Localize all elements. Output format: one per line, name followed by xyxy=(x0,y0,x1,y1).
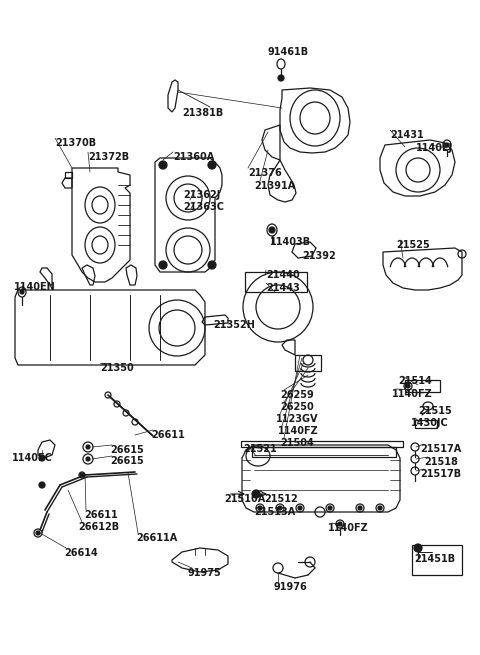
Ellipse shape xyxy=(278,75,284,81)
Text: 26611A: 26611A xyxy=(136,533,177,543)
Ellipse shape xyxy=(378,506,382,510)
Text: 1140FC: 1140FC xyxy=(12,453,53,463)
Ellipse shape xyxy=(159,261,167,269)
Text: 1123GV: 1123GV xyxy=(276,414,319,424)
Ellipse shape xyxy=(39,455,45,461)
Text: 91461B: 91461B xyxy=(268,47,309,57)
Ellipse shape xyxy=(338,522,342,526)
Text: 21372B: 21372B xyxy=(88,152,129,162)
Text: 21513A: 21513A xyxy=(254,507,295,517)
Text: 21391A: 21391A xyxy=(254,181,295,191)
Bar xyxy=(245,272,307,292)
Ellipse shape xyxy=(20,290,24,294)
Text: 91975: 91975 xyxy=(188,568,222,578)
Ellipse shape xyxy=(269,227,275,233)
Ellipse shape xyxy=(208,161,216,169)
Text: 21443: 21443 xyxy=(266,283,300,293)
Text: 1140FZ: 1140FZ xyxy=(278,426,319,436)
Ellipse shape xyxy=(39,482,45,488)
Text: 21363C: 21363C xyxy=(183,202,224,212)
Text: 26612B: 26612B xyxy=(78,522,119,532)
Text: 21525: 21525 xyxy=(396,240,430,250)
Text: 21521: 21521 xyxy=(243,444,277,454)
Text: 21518: 21518 xyxy=(424,457,458,467)
Text: 21352H: 21352H xyxy=(213,320,255,330)
Text: 21360A: 21360A xyxy=(173,152,214,162)
Bar xyxy=(415,420,437,428)
Bar xyxy=(405,380,440,392)
Text: 1430JC: 1430JC xyxy=(411,418,449,428)
Text: 21376: 21376 xyxy=(248,168,282,178)
Text: 21504: 21504 xyxy=(280,438,314,448)
Text: 21515: 21515 xyxy=(418,406,452,416)
Text: 26615: 26615 xyxy=(110,445,144,455)
Text: 1140EN: 1140EN xyxy=(14,282,56,292)
Text: 21451B: 21451B xyxy=(414,554,455,564)
Ellipse shape xyxy=(80,473,84,477)
Text: 21392: 21392 xyxy=(302,251,336,261)
Ellipse shape xyxy=(298,506,302,510)
Ellipse shape xyxy=(328,506,332,510)
Text: 91976: 91976 xyxy=(274,582,308,592)
Ellipse shape xyxy=(252,490,260,498)
Text: 21517B: 21517B xyxy=(420,469,461,479)
Ellipse shape xyxy=(86,457,90,461)
Bar xyxy=(252,447,396,457)
Bar xyxy=(412,545,462,575)
Text: 26611: 26611 xyxy=(84,510,118,520)
Bar xyxy=(241,441,403,447)
Text: 26250: 26250 xyxy=(280,402,314,412)
Ellipse shape xyxy=(258,506,262,510)
Ellipse shape xyxy=(278,506,282,510)
Text: 21381B: 21381B xyxy=(182,108,223,118)
Text: 21440: 21440 xyxy=(266,270,300,280)
Text: 1140FZ: 1140FZ xyxy=(328,523,369,533)
Bar xyxy=(295,355,321,371)
Text: 21370B: 21370B xyxy=(55,138,96,148)
Ellipse shape xyxy=(445,143,449,147)
Text: 21517A: 21517A xyxy=(420,444,461,454)
Text: 21431: 21431 xyxy=(390,130,424,140)
Ellipse shape xyxy=(414,544,422,552)
Ellipse shape xyxy=(36,531,40,535)
Text: 1140EJ: 1140EJ xyxy=(416,143,453,153)
Text: 26259: 26259 xyxy=(280,390,314,400)
Text: 21512: 21512 xyxy=(264,494,298,504)
Text: 21362J: 21362J xyxy=(183,190,220,200)
Text: 21350: 21350 xyxy=(100,363,134,373)
Text: 21510A: 21510A xyxy=(224,494,265,504)
Ellipse shape xyxy=(159,161,167,169)
Text: 1140FZ: 1140FZ xyxy=(392,389,433,399)
Text: 21514: 21514 xyxy=(398,376,432,386)
Ellipse shape xyxy=(86,445,90,449)
Ellipse shape xyxy=(358,506,362,510)
Text: 11403B: 11403B xyxy=(270,237,311,247)
Text: 26611: 26611 xyxy=(151,430,185,440)
Ellipse shape xyxy=(406,384,410,388)
Ellipse shape xyxy=(208,261,216,269)
Text: 26614: 26614 xyxy=(64,548,98,558)
Text: 26615: 26615 xyxy=(110,456,144,466)
